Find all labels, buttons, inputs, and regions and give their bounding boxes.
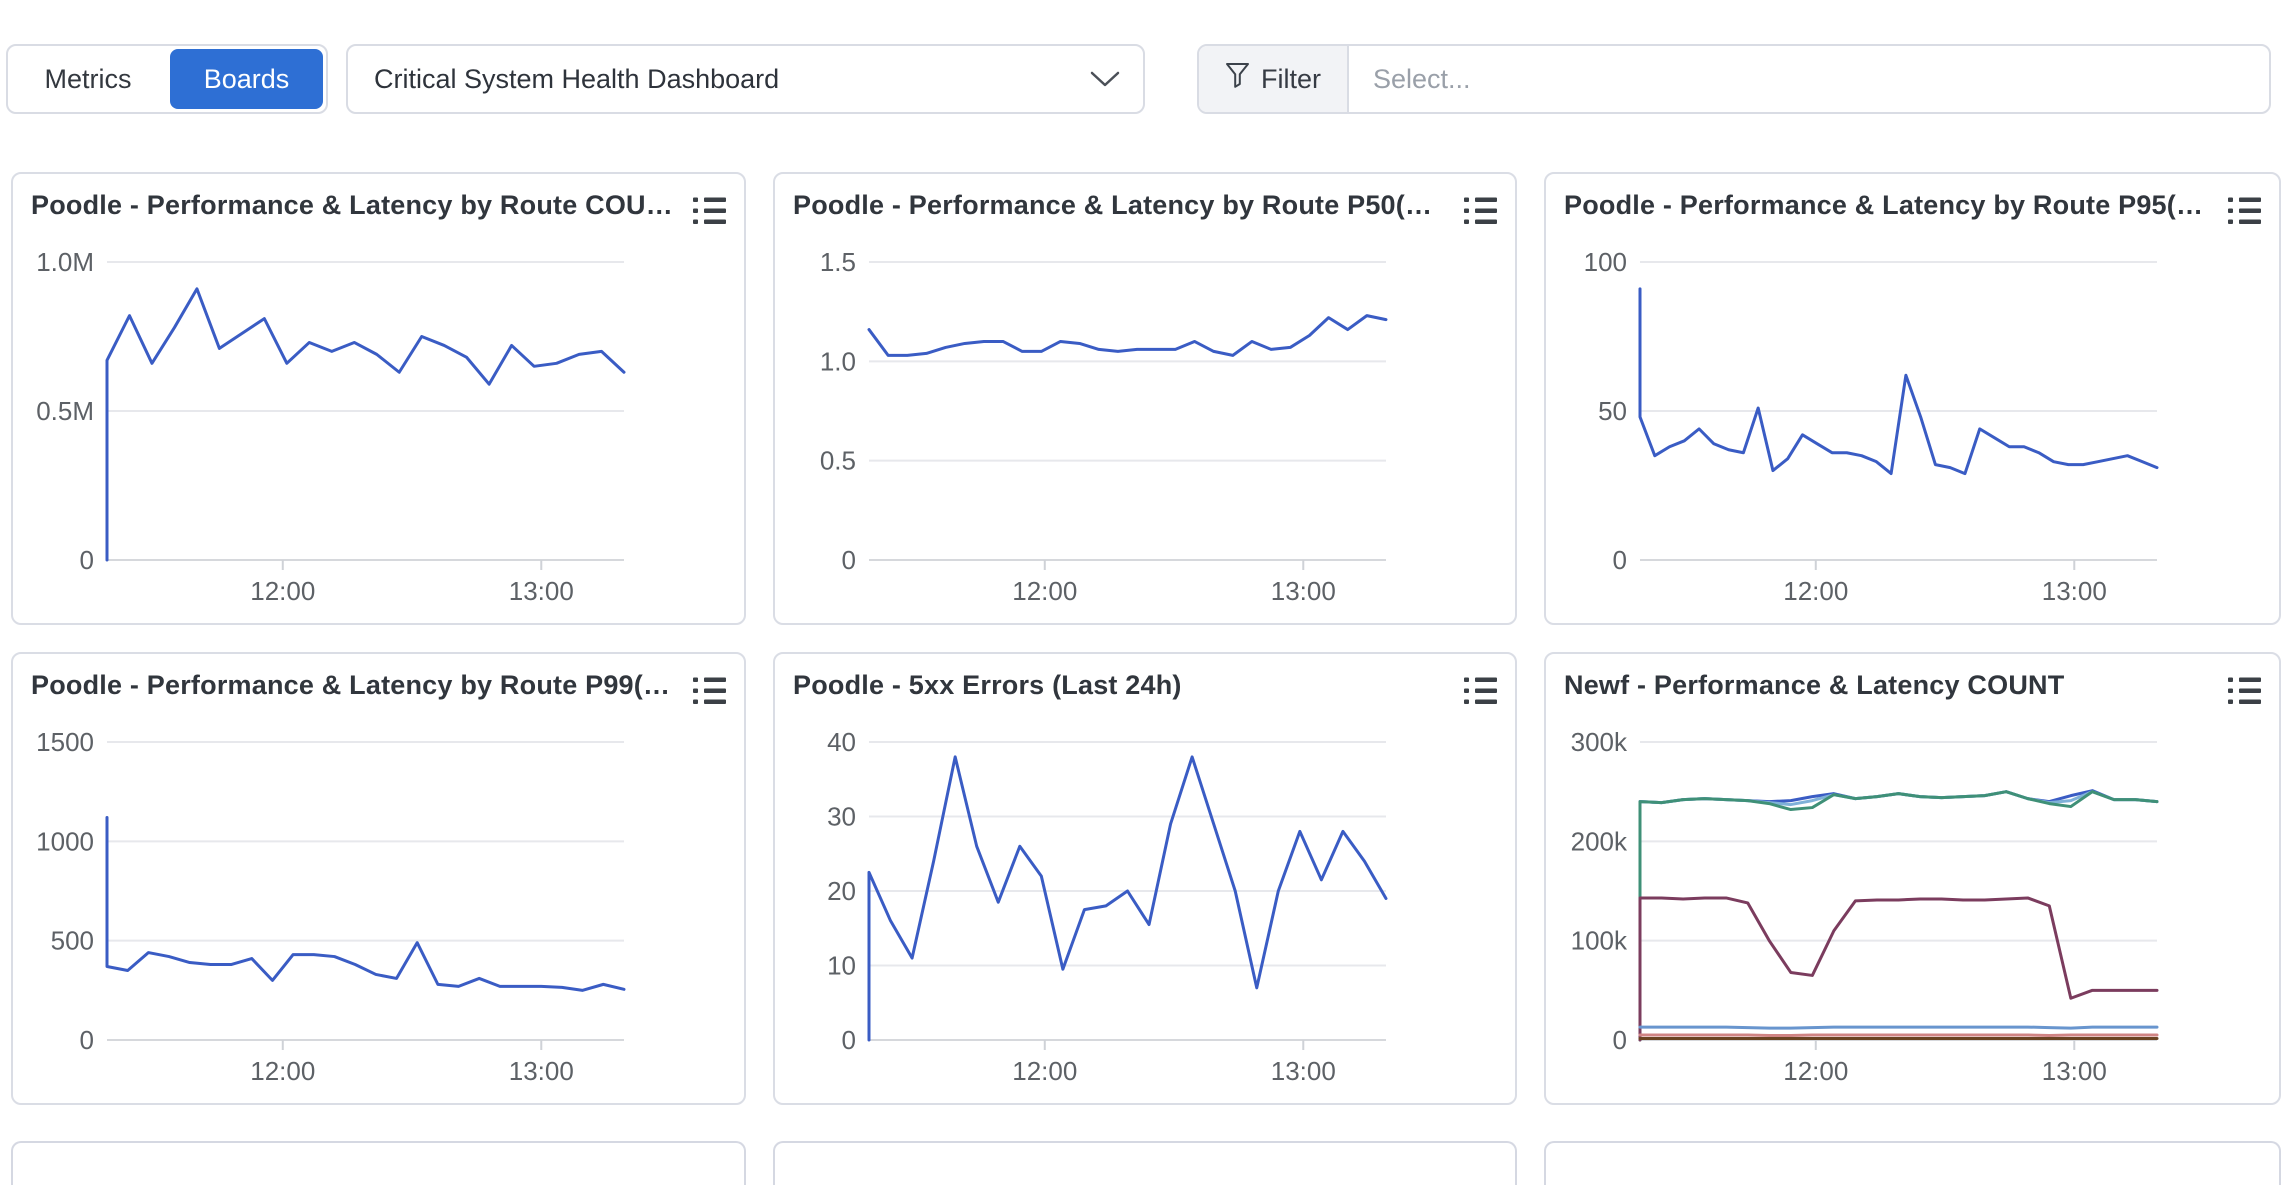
panel-stub (773, 1141, 1517, 1185)
svg-text:200k: 200k (1571, 826, 1628, 856)
svg-text:1000: 1000 (36, 826, 94, 856)
svg-text:13:00: 13:00 (509, 576, 574, 606)
boards-tab[interactable]: Boards (170, 49, 323, 109)
panel-stub (1544, 1141, 2281, 1185)
svg-text:500: 500 (51, 926, 94, 956)
chart-panel: Newf - Performance & Latency COUNT 0 100k… (1544, 652, 2281, 1105)
svg-text:13:00: 13:00 (509, 1056, 574, 1086)
chart-panel: Poodle - Performance & Latency by Route … (773, 172, 1517, 625)
line-chart-canvas[interactable]: 0 50 100 12:00 13:00 (1559, 240, 2264, 623)
chart-title: Poodle - Performance & Latency by Route … (31, 670, 671, 700)
svg-text:0: 0 (80, 545, 94, 575)
svg-text:12:00: 12:00 (1783, 1056, 1848, 1086)
svg-text:0.5M: 0.5M (36, 396, 94, 426)
board-selector-value: Critical System Health Dashboard (374, 63, 780, 94)
filter-select-input[interactable] (1349, 46, 2269, 112)
list-menu-icon[interactable] (1464, 195, 1497, 230)
svg-text:300k: 300k (1571, 727, 1628, 757)
board-selector[interactable]: Critical System Health Dashboard (346, 44, 1145, 114)
svg-text:1.5: 1.5 (820, 247, 856, 277)
svg-text:12:00: 12:00 (1783, 576, 1848, 606)
chart-title: Poodle - Performance & Latency by Route … (31, 190, 673, 220)
chart-panel: Poodle - Performance & Latency by Route … (11, 652, 746, 1105)
svg-text:20: 20 (827, 876, 856, 906)
svg-text:100: 100 (1584, 247, 1627, 277)
svg-text:12:00: 12:00 (1012, 1056, 1077, 1086)
list-menu-icon[interactable] (693, 675, 726, 710)
filter-button-label: Filter (1261, 63, 1321, 94)
svg-text:40: 40 (827, 727, 856, 757)
chart-panel: Poodle - Performance & Latency by Route … (1544, 172, 2281, 625)
list-menu-icon[interactable] (2228, 195, 2261, 230)
svg-text:0: 0 (842, 1025, 856, 1055)
svg-text:12:00: 12:00 (250, 1056, 315, 1086)
svg-text:1.0: 1.0 (820, 346, 856, 376)
svg-text:1.0M: 1.0M (36, 247, 94, 277)
list-menu-icon[interactable] (1464, 675, 1497, 710)
chart-title: Poodle - Performance & Latency by Route … (793, 190, 1433, 220)
svg-text:13:00: 13:00 (2042, 1056, 2107, 1086)
svg-text:0: 0 (842, 545, 856, 575)
svg-text:0: 0 (1613, 545, 1627, 575)
chart-title: Newf - Performance & Latency COUNT (1564, 670, 2065, 700)
line-chart-canvas[interactable]: 0 0.5M 1.0M 12:00 13:00 (26, 240, 731, 623)
metrics-tab[interactable]: Metrics (44, 63, 132, 94)
line-chart-canvas[interactable]: 0 100k 200k 300k 12:00 13:00 (1559, 720, 2264, 1103)
panel-stub (11, 1141, 746, 1185)
svg-text:13:00: 13:00 (2042, 576, 2107, 606)
list-menu-icon[interactable] (2228, 675, 2261, 710)
svg-text:0.5: 0.5 (820, 446, 856, 476)
chevron-down-icon (1089, 70, 1121, 88)
chart-panel: Poodle - Performance & Latency by Route … (11, 172, 746, 625)
filter-bar: Filter (1197, 44, 2271, 114)
svg-text:30: 30 (827, 802, 856, 832)
svg-text:10: 10 (827, 951, 856, 981)
chart-title: Poodle - Performance & Latency by Route … (1564, 190, 2204, 220)
svg-text:13:00: 13:00 (1271, 1056, 1336, 1086)
view-toggle: Metrics Boards (6, 44, 328, 114)
line-chart-canvas[interactable]: 0 10 20 30 40 12:00 13:00 (788, 720, 1493, 1103)
svg-text:0: 0 (1613, 1025, 1627, 1055)
svg-text:12:00: 12:00 (250, 576, 315, 606)
line-chart-canvas[interactable]: 0 0.5 1.0 1.5 12:00 13:00 (788, 240, 1493, 623)
svg-text:13:00: 13:00 (1271, 576, 1336, 606)
chart-panel: Poodle - 5xx Errors (Last 24h) 0 10 20 30 40… (773, 652, 1517, 1105)
list-menu-icon[interactable] (693, 195, 726, 230)
svg-text:1500: 1500 (36, 727, 94, 757)
svg-text:100k: 100k (1571, 926, 1628, 956)
line-chart-canvas[interactable]: 0 500 1000 1500 12:00 13:00 (26, 720, 731, 1103)
chart-title: Poodle - 5xx Errors (Last 24h) (793, 670, 1182, 700)
svg-text:50: 50 (1598, 396, 1627, 426)
funnel-icon (1225, 62, 1250, 96)
svg-text:12:00: 12:00 (1012, 576, 1077, 606)
filter-button[interactable]: Filter (1199, 46, 1349, 112)
svg-text:0: 0 (80, 1025, 94, 1055)
